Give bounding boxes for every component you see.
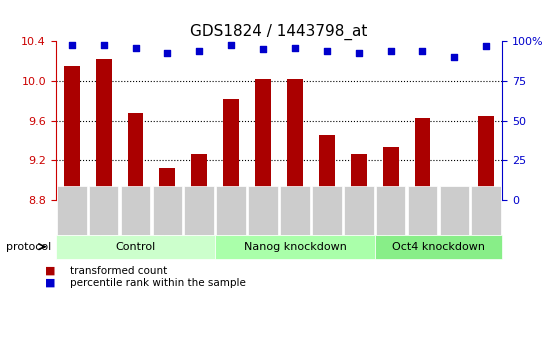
Point (450, 55, 459, 60)
Point (354, 50, 363, 55)
Bar (383, 147, 398, 200)
Text: Nanog knockdown: Nanog knockdown (243, 242, 347, 252)
Point (195, 48, 204, 54)
Point (258, 47, 267, 52)
Bar (351, 155, 367, 200)
Text: Oct4 knockdown: Oct4 knockdown (392, 242, 485, 252)
Bar (319, 135, 335, 200)
Text: transformed count: transformed count (70, 266, 167, 276)
Point (323, 48, 331, 54)
Point (291, 45, 300, 50)
Bar (160, 168, 175, 200)
Bar (223, 99, 239, 200)
Bar (478, 116, 494, 200)
Point (386, 48, 395, 54)
Title: GDS1824 / 1443798_at: GDS1824 / 1443798_at (190, 24, 368, 40)
Bar (446, 198, 463, 200)
Point (418, 48, 427, 54)
Point (227, 42, 235, 47)
Point (99, 42, 108, 47)
Text: Control: Control (116, 242, 156, 252)
Bar (128, 113, 143, 200)
Text: protocol: protocol (6, 242, 51, 252)
Bar (95, 59, 112, 200)
Bar (415, 118, 430, 200)
Bar (287, 79, 303, 200)
Point (163, 50, 172, 55)
Bar (255, 79, 271, 200)
Point (482, 43, 490, 49)
Bar (191, 155, 207, 200)
Text: ■: ■ (45, 278, 55, 288)
Bar (64, 66, 80, 200)
Text: ■: ■ (45, 266, 55, 276)
Text: percentile rank within the sample: percentile rank within the sample (70, 278, 246, 288)
Point (68, 42, 76, 47)
Point (131, 45, 140, 50)
